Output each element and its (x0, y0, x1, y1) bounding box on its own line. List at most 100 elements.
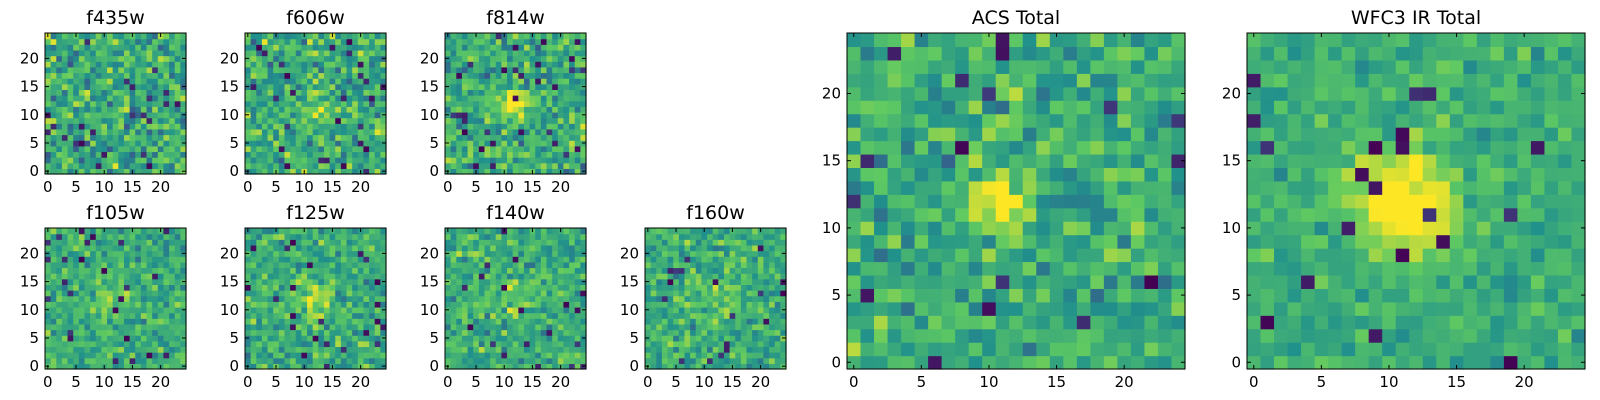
heatmap-cell (346, 352, 353, 359)
heatmap-cell (56, 290, 63, 297)
heatmap-cell (712, 340, 719, 348)
heatmap-cell (61, 162, 69, 169)
heatmap-cell (180, 145, 187, 153)
heatmap-cell (968, 167, 983, 182)
heatmap-cell (495, 72, 502, 79)
heatmap-cell (340, 61, 348, 68)
heatmap-cell (501, 301, 508, 308)
heatmap-cell (1103, 167, 1118, 182)
heatmap-cell (256, 33, 263, 40)
heatmap-cell (763, 267, 770, 274)
heatmap-cell (129, 44, 136, 51)
heatmap-cell (678, 284, 686, 291)
heatmap-cell (107, 33, 114, 40)
heatmap-cell (278, 123, 286, 130)
heatmap-cell (518, 352, 525, 359)
heatmap-cell (501, 312, 508, 319)
heatmap-cell (529, 318, 536, 325)
heatmap-cell (284, 95, 291, 102)
heatmap-cell (123, 33, 131, 40)
heatmap-cell (335, 55, 342, 62)
x-tick-label: 20 (351, 178, 370, 196)
heatmap-cell (574, 61, 581, 68)
heatmap-cell (67, 340, 74, 348)
heatmap-cell (335, 117, 342, 124)
heatmap-cell (267, 228, 274, 235)
heatmap-cell (90, 357, 97, 364)
heatmap-cell (650, 239, 657, 246)
heatmap-cell (740, 312, 748, 319)
heatmap-cell (540, 55, 548, 62)
heatmap-cell (123, 61, 131, 68)
heatmap-cell (369, 151, 376, 158)
heatmap-cell (490, 290, 497, 297)
heatmap-cell (901, 288, 916, 303)
heatmap-cell (523, 100, 531, 107)
heatmap-cell (118, 151, 125, 158)
heatmap-cell (90, 323, 97, 331)
x-tick-label: 15 (523, 178, 542, 196)
heatmap-cell (363, 38, 370, 45)
heatmap-cell (295, 346, 302, 353)
heatmap-cell (250, 312, 257, 319)
heatmap-cell (746, 250, 753, 257)
heatmap-cell (529, 140, 536, 147)
heatmap-cell (563, 157, 570, 164)
heatmap-cell (546, 140, 553, 147)
heatmap-cell (473, 106, 480, 113)
heatmap-cell (540, 49, 548, 57)
heatmap-cell (763, 239, 770, 246)
heatmap-cell (860, 355, 875, 370)
heatmap-cell (901, 248, 916, 263)
heatmap-cell (473, 83, 480, 90)
heatmap-cell (112, 239, 119, 246)
heatmap-cell (352, 233, 359, 240)
heatmap-cell (574, 290, 581, 297)
heatmap-cell (467, 55, 474, 62)
heatmap-cell (729, 357, 736, 364)
heatmap-cell (656, 278, 663, 285)
heatmap-cell (661, 284, 669, 291)
heatmap-cell (118, 78, 125, 85)
heatmap-cell (363, 357, 370, 364)
heatmap-cell (650, 256, 657, 263)
heatmap-cell (67, 273, 74, 280)
heatmap-cell (357, 244, 365, 252)
heatmap-cell (501, 261, 508, 269)
heatmap-cell (363, 111, 370, 119)
heatmap-cell (273, 284, 280, 291)
heatmap-cell (740, 318, 748, 325)
heatmap-cell (84, 66, 91, 74)
heatmap-cell (495, 89, 502, 96)
heatmap-cell (267, 256, 274, 263)
heatmap-cell (357, 128, 365, 136)
heatmap-cell (540, 301, 548, 308)
heatmap-cell (329, 89, 336, 96)
heatmap-cell (456, 352, 463, 359)
heatmap-cell (101, 244, 108, 252)
heatmap-cell (374, 38, 381, 45)
heatmap-cell (140, 100, 148, 107)
heatmap-cell (278, 306, 286, 314)
heatmap-cell (329, 301, 336, 308)
heatmap-cell (256, 244, 263, 252)
heatmap-cell (478, 357, 486, 364)
heatmap-cell (84, 157, 91, 164)
heatmap-cell (941, 153, 956, 168)
heatmap-cell (580, 162, 587, 169)
heatmap-cell (369, 335, 376, 342)
heatmap-cell (56, 145, 63, 153)
heatmap-cell (174, 352, 181, 359)
heatmap-cell (363, 306, 370, 314)
heatmap-cell (67, 250, 74, 257)
heatmap-cell (757, 329, 765, 336)
heatmap-cell (140, 323, 148, 331)
heatmap-cell (318, 89, 325, 96)
heatmap-cell (995, 248, 1010, 263)
heatmap-cell (1036, 234, 1051, 249)
heatmap-cell (523, 306, 531, 314)
heatmap-cell (261, 290, 269, 297)
heatmap-cell (507, 261, 514, 269)
heatmap-cell (95, 106, 102, 113)
heatmap-cell (112, 284, 119, 291)
